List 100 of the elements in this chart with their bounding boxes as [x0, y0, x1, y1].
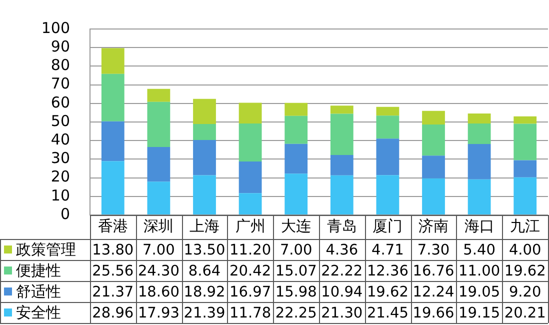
data-label: 19.62: [504, 263, 546, 280]
bar: [422, 124, 445, 156]
y-tick-label: 70: [50, 74, 70, 93]
data-label: 21.45: [366, 305, 408, 322]
y-tick-label: 80: [50, 56, 70, 74]
data-label: 22.22: [321, 263, 363, 280]
data-label: 16.97: [230, 284, 272, 300]
data-label: 20.42: [230, 263, 272, 280]
bar: [238, 102, 262, 124]
data-label: 12.36: [366, 263, 408, 280]
data-label: 16.76: [412, 263, 454, 280]
bar: [284, 174, 308, 214]
bar: [422, 156, 445, 178]
data-label: 7.00: [142, 242, 175, 258]
data-label: 13.80: [92, 242, 134, 258]
bar: [330, 175, 354, 214]
bar: [468, 144, 491, 180]
data-label: 19.05: [458, 284, 500, 300]
x-tick-label: 广州: [235, 216, 266, 235]
bar: [284, 102, 308, 116]
data-label: 11.78: [230, 305, 272, 322]
bar: [330, 155, 354, 176]
data-label: 7.00: [280, 242, 312, 258]
data-label: 21.39: [184, 305, 226, 322]
bar: [330, 114, 354, 156]
data-label: 9.20: [508, 284, 542, 300]
data-label: 13.50: [184, 242, 226, 258]
bar: [284, 144, 308, 174]
y-tick-label: 0: [60, 204, 70, 223]
bar: [238, 162, 262, 194]
data-label: 21.37: [92, 284, 134, 300]
bar: [514, 160, 537, 178]
bar: [514, 124, 537, 160]
data-label: 10.94: [321, 284, 363, 300]
y-tick-label: 60: [50, 93, 70, 112]
x-tick-label: 香港: [98, 216, 128, 235]
y-tick-label: 30: [50, 149, 70, 168]
bar: [147, 147, 170, 182]
x-tick-label: 上海: [190, 216, 220, 235]
bar: [238, 193, 262, 214]
data-label: 18.92: [184, 284, 226, 300]
legend-label: 便捷性: [16, 261, 61, 280]
bar: [101, 48, 124, 74]
bar: [147, 182, 170, 214]
y-tick-label: 50: [50, 112, 70, 130]
bar: [147, 88, 170, 102]
bar: [422, 178, 445, 214]
data-label: 4.71: [372, 242, 404, 258]
y-tick-label: 10: [50, 186, 70, 204]
y-tick-label: 90: [50, 37, 70, 56]
data-label: 15.07: [275, 263, 317, 280]
y-tick-label: 40: [50, 130, 70, 148]
data-label: 11.20: [230, 242, 272, 258]
data-label: 18.60: [138, 284, 180, 300]
bar: [330, 106, 354, 114]
bar: [422, 110, 445, 124]
bar: [193, 175, 216, 214]
data-label: 15.98: [275, 284, 317, 300]
data-label: 21.30: [321, 305, 363, 322]
bar: [514, 177, 537, 214]
bar: [376, 106, 400, 116]
x-tick-label: 海口: [464, 216, 494, 235]
x-tick-label: 厦门: [372, 216, 403, 235]
bar: [101, 74, 124, 122]
x-tick-label: 九江: [510, 216, 540, 235]
bar: [468, 123, 491, 144]
data-label: 19.66: [412, 305, 454, 322]
bar: [193, 98, 216, 124]
x-tick-label: 大连: [281, 216, 312, 235]
legend-label: 政策管理: [16, 240, 76, 258]
bar: [193, 124, 216, 140]
data-label: 19.62: [366, 284, 408, 300]
data-label: 19.15: [458, 305, 500, 322]
y-tick-label: 20: [50, 168, 70, 186]
data-label: 5.40: [463, 242, 496, 258]
bar: [376, 175, 400, 214]
bar: [193, 140, 216, 176]
bar: [101, 121, 124, 162]
data-label: 11.00: [458, 263, 500, 280]
x-tick-label: 济南: [418, 216, 448, 235]
data-label: 25.56: [92, 263, 134, 280]
data-label: 4.00: [508, 242, 542, 258]
bar: [376, 116, 400, 139]
x-tick-label: 青岛: [326, 216, 357, 235]
bar: [376, 138, 400, 176]
data-label: 12.24: [412, 284, 454, 300]
data-label: 8.64: [188, 263, 221, 280]
data-label: 24.30: [138, 263, 180, 280]
legend-label: 安全性: [16, 303, 61, 322]
data-label: 17.93: [138, 305, 180, 322]
data-label: 7.30: [417, 242, 450, 258]
bar: [514, 116, 537, 124]
legend-label: 舒适性: [16, 282, 61, 300]
bar: [284, 116, 308, 144]
bar: [468, 113, 491, 124]
bar: [147, 102, 170, 148]
x-tick-label: 深圳: [144, 216, 174, 235]
bar: [468, 179, 491, 214]
data-label: 28.96: [92, 305, 134, 322]
data-label: 4.36: [326, 242, 358, 258]
